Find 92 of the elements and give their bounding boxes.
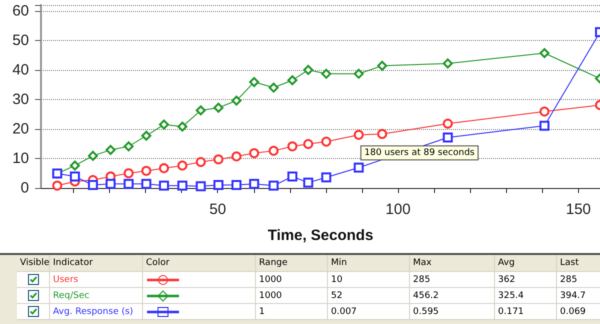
point [287, 171, 298, 182]
point [249, 77, 260, 88]
point [539, 120, 550, 131]
point [354, 130, 364, 140]
y-tick-label: 10 [12, 150, 29, 167]
point [287, 141, 298, 152]
point [196, 181, 206, 192]
text: 362 [494, 272, 556, 288]
point [158, 120, 169, 130]
text: Range [256, 255, 328, 272]
text: 0.595 [410, 304, 494, 320]
point [377, 60, 388, 71]
text: 394.7 [556, 288, 600, 304]
text: Max [410, 255, 494, 272]
point [70, 171, 80, 182]
point [88, 180, 98, 190]
point [106, 178, 116, 189]
point [231, 180, 242, 190]
point [249, 178, 260, 189]
text: Visible [17, 255, 50, 272]
point [158, 180, 169, 191]
text: 285 [556, 272, 600, 288]
text: Last [556, 255, 600, 272]
x-tick-label: 100 [386, 201, 411, 218]
y-tick-label: 40 [12, 61, 29, 78]
point [124, 141, 134, 152]
text: Users [50, 272, 142, 288]
point [539, 48, 550, 58]
annotation: 180 users at 89 seconds [364, 148, 475, 158]
point [539, 106, 550, 117]
text: 325.4 [494, 288, 556, 304]
x-axis-title: Time, Seconds [268, 227, 374, 244]
point [141, 166, 152, 176]
y-tick-label: 50 [12, 32, 29, 49]
y-tick-label: 60 [12, 2, 29, 20]
point [303, 64, 314, 75]
point [177, 180, 188, 191]
point [88, 150, 98, 161]
text: 10 [328, 272, 410, 288]
point [141, 130, 152, 141]
point [213, 180, 224, 190]
text: 0.171 [494, 304, 556, 320]
point [177, 160, 188, 171]
point [303, 178, 314, 188]
text: 0.069 [556, 304, 600, 320]
point [377, 128, 388, 139]
point [106, 144, 116, 155]
point [442, 118, 453, 129]
text: Indicator [50, 255, 142, 272]
point [268, 82, 279, 93]
point [321, 136, 332, 147]
text: Min [328, 255, 410, 272]
point [442, 132, 453, 143]
point [354, 162, 364, 173]
point [354, 68, 364, 79]
text: 1000 [256, 272, 328, 288]
y-tick-label: 30 [12, 90, 29, 108]
text: 285 [410, 272, 494, 288]
point [287, 75, 298, 86]
text: Avg [494, 255, 556, 272]
y-tick-label: 20 [12, 120, 29, 138]
text: Req/Sec [50, 288, 142, 304]
point [268, 180, 279, 191]
point [231, 151, 242, 162]
point [124, 178, 134, 189]
text: Color [142, 255, 256, 272]
point [213, 102, 224, 113]
text: 1 [256, 304, 328, 320]
text: 0.007 [328, 304, 410, 320]
x-tick-label: 150 [566, 201, 591, 218]
point [442, 58, 453, 68]
point [177, 122, 188, 132]
point [321, 172, 332, 182]
point [213, 154, 224, 164]
text: 52 [328, 288, 410, 304]
point [124, 168, 134, 178]
point [231, 96, 242, 106]
point [321, 68, 332, 79]
point [52, 180, 62, 191]
text: 456.2 [410, 288, 494, 304]
point [196, 105, 206, 116]
point [196, 157, 206, 168]
point [303, 139, 314, 150]
point [70, 160, 80, 171]
point [158, 163, 169, 174]
point [268, 146, 279, 156]
point [249, 148, 260, 158]
point [141, 178, 152, 189]
y-tick-label: 0 [20, 180, 29, 196]
text: Avg. Response (s) [50, 304, 142, 320]
x-tick-label: 50 [209, 201, 226, 218]
text: 1000 [256, 288, 328, 304]
